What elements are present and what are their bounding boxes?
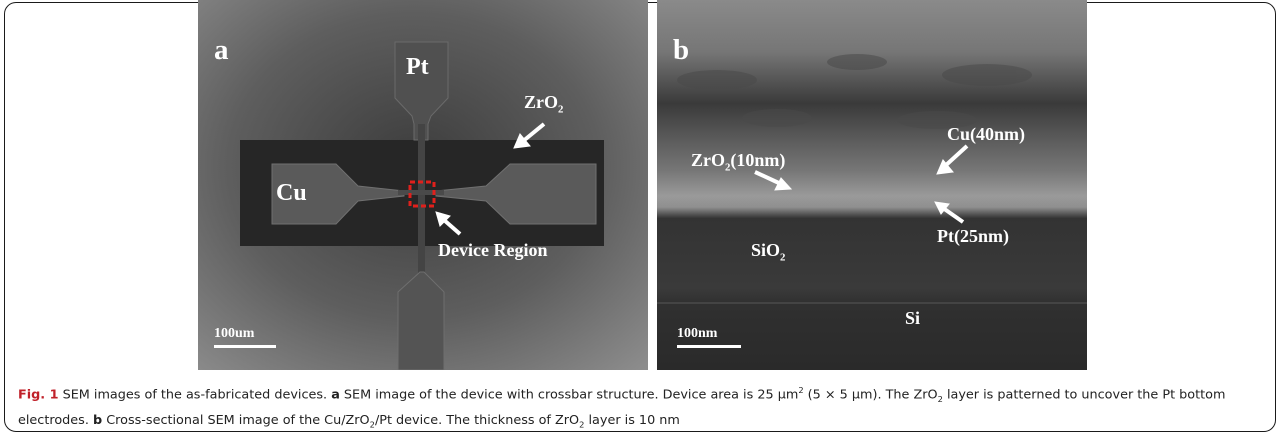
sio2-si-interface xyxy=(657,302,1087,304)
caption-letter-b: b xyxy=(92,412,103,428)
scale-bar-a xyxy=(214,345,276,348)
sem-image-a xyxy=(198,0,648,370)
label-cu-40nm: Cu(40nm) xyxy=(947,124,1026,144)
label-zro2-10nm: ZrO2(10nm) xyxy=(691,150,786,174)
panel-letter-a: a xyxy=(214,34,229,66)
cu-electrode-left xyxy=(271,163,405,225)
scale-bar-label-b: 100nm xyxy=(677,326,718,341)
pt-arrow xyxy=(934,201,965,224)
zro2-arrow-a xyxy=(513,122,546,149)
sem-image-b xyxy=(657,0,1087,370)
figure-number: Fig. 1 xyxy=(18,387,59,403)
pt-electrode-bottom xyxy=(397,271,445,370)
scale-bar-b xyxy=(677,345,741,348)
surface-texture xyxy=(677,54,1032,129)
device-region-box xyxy=(408,180,436,208)
cu-arrow xyxy=(936,144,969,175)
zro2-arrow-b xyxy=(754,170,793,191)
label-si: Si xyxy=(905,308,921,328)
caption-title: SEM images of the as-fabricated devices. xyxy=(58,387,332,403)
scale-bar-label-a: 100um xyxy=(214,326,255,341)
figure-caption: Fig. 1 SEM images of the as-fabricated d… xyxy=(18,385,1226,430)
panel-letter-b: b xyxy=(673,34,690,66)
label-zro2-a: ZrO2 xyxy=(524,92,564,116)
pt-electrode-top xyxy=(394,41,449,141)
label-pt-25nm: Pt(25nm) xyxy=(937,226,1009,246)
label-pt: Pt xyxy=(406,54,429,80)
label-sio2: SiO2 xyxy=(751,240,786,264)
label-device-region: Device Region xyxy=(438,240,548,260)
device-region-arrow xyxy=(435,211,462,236)
sem-image-panel-b: b Cu(40nm) ZrO2(10nm) Pt(25nm) SiO2 Si 1… xyxy=(657,0,1087,370)
cu-electrode-right xyxy=(435,163,597,225)
label-cu: Cu xyxy=(276,180,307,206)
pt-bottom-line xyxy=(418,124,425,284)
caption-letter-a: a xyxy=(331,387,340,403)
sem-image-panel-a: a Pt Cu ZrO2 Device Region 100um xyxy=(198,0,648,370)
